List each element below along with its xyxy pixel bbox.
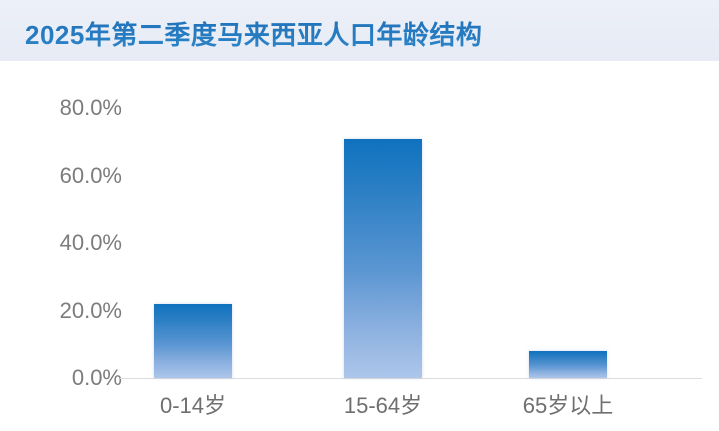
bar-0 <box>154 304 232 378</box>
chart-header-band: 2025年第二季度马来西亚人口年龄结构 <box>0 0 719 61</box>
chart-plot-area: 80.0% 60.0% 40.0% 20.0% 0.0% 0-14岁 15-64… <box>0 61 719 431</box>
x-axis-label-1: 15-64岁 <box>343 393 423 418</box>
bar-1 <box>344 139 422 378</box>
y-axis-tick-label: 0.0% <box>71 365 122 390</box>
y-axis-tick-label: 80.0% <box>59 95 122 120</box>
x-axis-baseline <box>120 378 702 379</box>
x-axis-label-0: 0-14岁 <box>159 393 227 418</box>
y-axis-tick-label: 60.0% <box>59 163 122 188</box>
y-axis-tick-label: 20.0% <box>59 298 122 323</box>
x-axis-label-2: 65岁以上 <box>522 393 614 418</box>
page-title: 2025年第二季度马来西亚人口年龄结构 <box>25 15 482 52</box>
bar-2 <box>529 351 607 378</box>
y-axis-tick-label: 40.0% <box>59 230 122 255</box>
